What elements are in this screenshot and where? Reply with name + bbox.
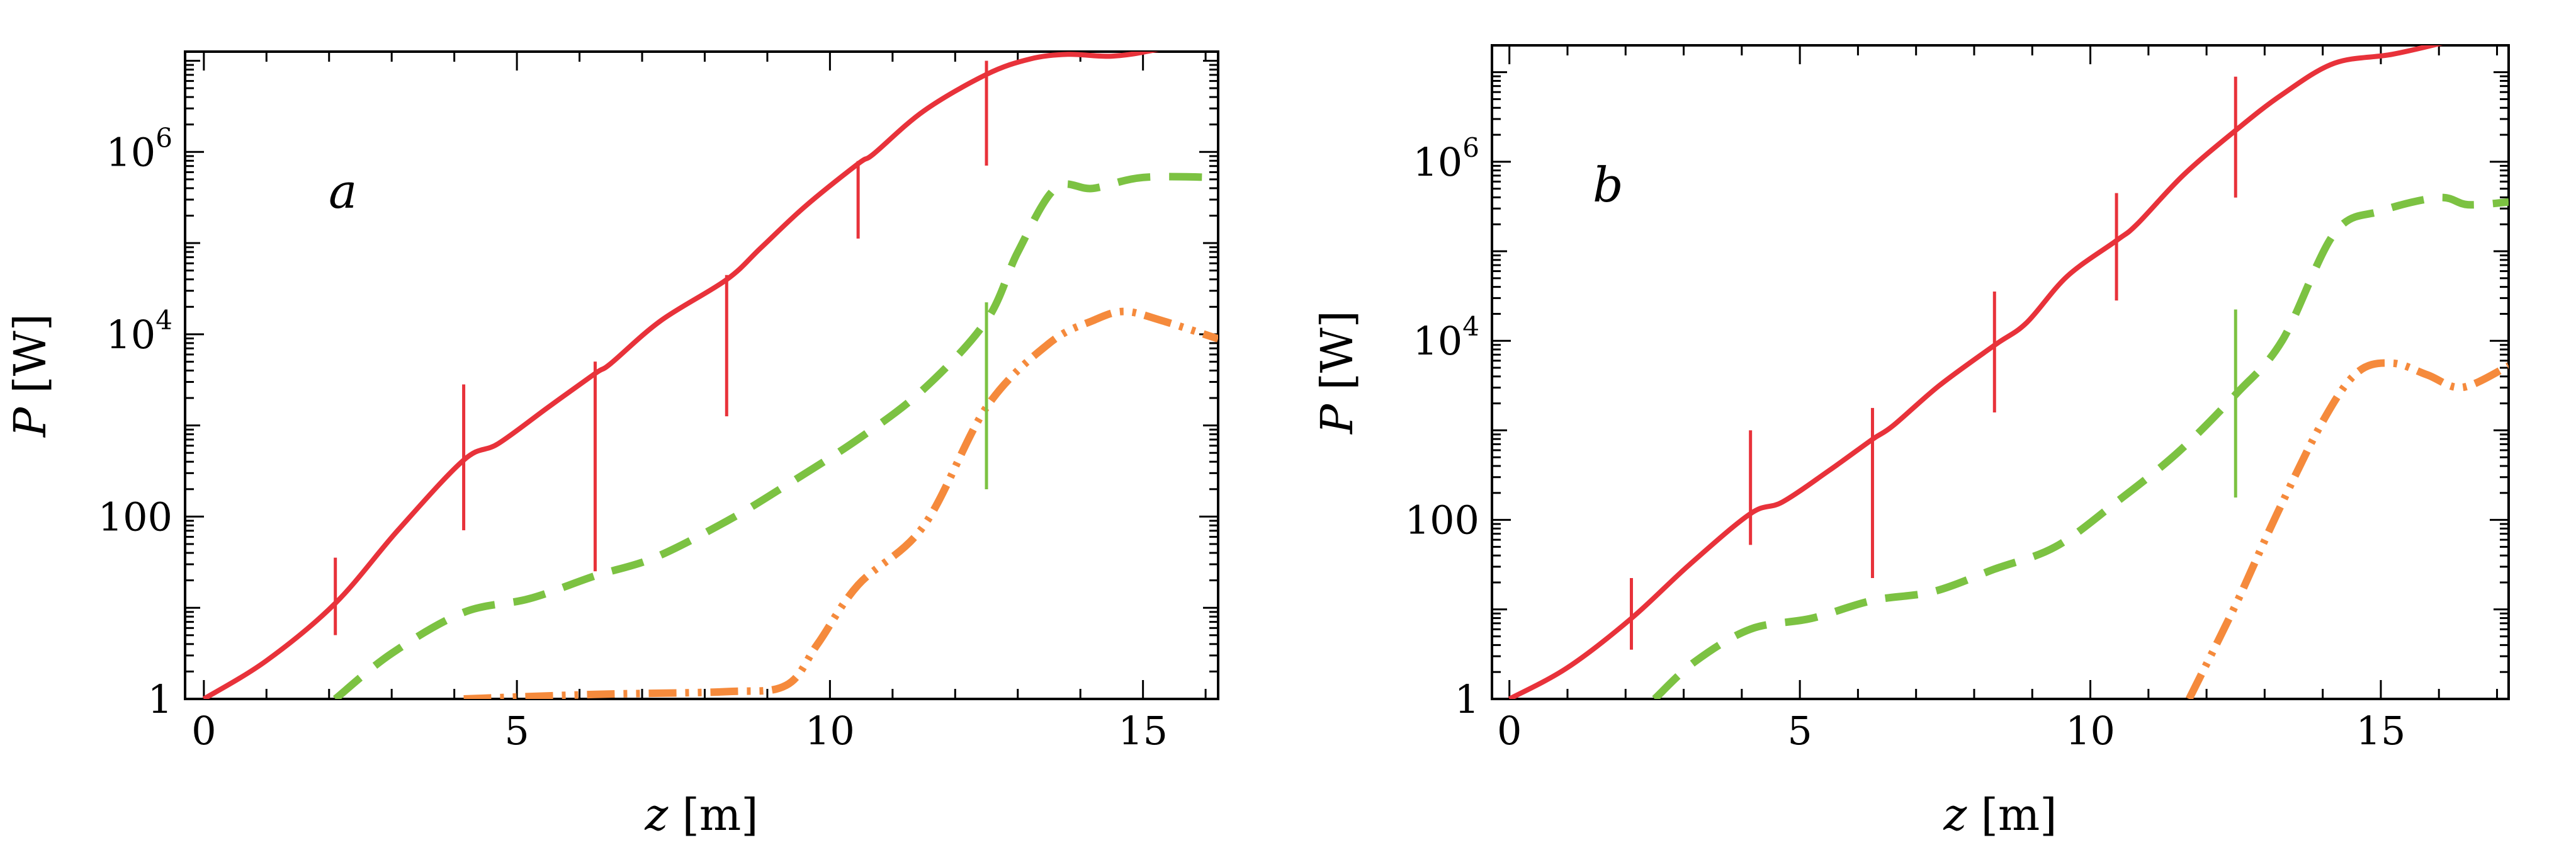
plot-frame-b	[1491, 44, 2510, 700]
panel-a-chart: 0 5 10 15 1 100 104 106 z [m] P [W] a	[4, 50, 1219, 841]
y-tick-label: 104	[1413, 311, 1479, 364]
series-line-dashed	[1652, 193, 2509, 699]
series-line-dash-dot	[463, 307, 1218, 699]
panel-b-chart: 0 5 10 15 1 100 104 106 z [m] P [W] b	[1311, 44, 2510, 841]
series-line-solid	[202, 52, 1160, 699]
series-line-dash-dot	[2186, 359, 2509, 699]
x-tick-label: 15	[1118, 708, 1168, 754]
y-tick-label: 104	[106, 305, 172, 358]
x-tick-label: 5	[504, 708, 529, 754]
x-tick-label: 5	[1787, 708, 1812, 754]
x-axis-label: z [m]	[644, 789, 758, 841]
x-tick-label: 10	[805, 708, 855, 754]
y-tick-label: 1	[1455, 676, 1479, 722]
y-tick-label: 1	[148, 676, 172, 722]
x-tick-label: 0	[191, 708, 216, 754]
panel-label: b	[1593, 157, 1624, 213]
y-axis-label: P [W]	[1311, 310, 1363, 435]
x-tick-label: 15	[2356, 708, 2406, 754]
series-line-dashed	[332, 173, 1218, 699]
y-tick-label: 100	[98, 494, 172, 540]
plot-frame-a	[184, 50, 1219, 700]
series-line-solid	[1508, 45, 2443, 699]
y-tick-label: 100	[1405, 497, 1479, 543]
x-tick-label: 10	[2065, 708, 2115, 754]
x-tick-label: 0	[1497, 708, 1522, 754]
x-axis-label: z [m]	[1943, 789, 2057, 841]
panel-label: a	[329, 163, 357, 219]
y-axis-label: P [W]	[4, 314, 56, 438]
y-tick-label: 106	[1413, 132, 1479, 185]
y-tick-label: 106	[106, 122, 172, 175]
